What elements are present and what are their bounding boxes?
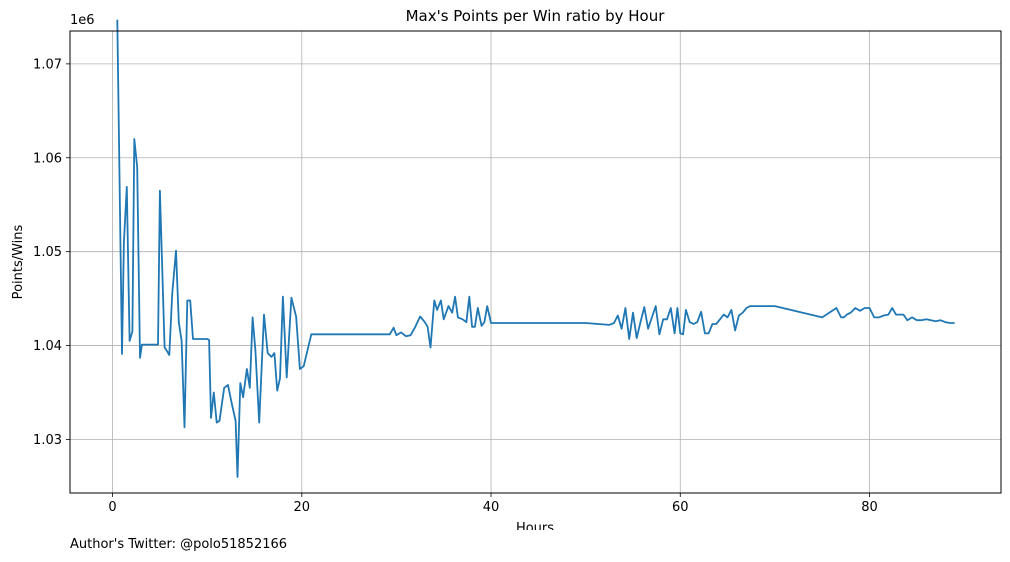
y-tick-label: 1.04 bbox=[33, 339, 62, 354]
y-tick-label: 1.07 bbox=[33, 57, 62, 72]
plot-frame bbox=[69, 30, 1002, 494]
x-tick-label: 20 bbox=[294, 500, 311, 515]
x-axis-label: Hours bbox=[516, 521, 554, 530]
y-offset-label: 1e6 bbox=[70, 13, 95, 28]
chart-title: Max's Points per Win ratio by Hour bbox=[406, 7, 666, 25]
y-axis-label: Points/Wins bbox=[11, 224, 26, 299]
x-tick-label: 0 bbox=[108, 500, 116, 515]
y-tick-label: 1.06 bbox=[33, 151, 62, 166]
y-tick-label: 1.05 bbox=[33, 245, 62, 260]
x-axis-ticks: 0 20 40 60 80 bbox=[108, 493, 878, 515]
x-tick-label: 40 bbox=[483, 500, 500, 515]
chart: Max's Points per Win ratio by Hour 1e6 0… bbox=[11, 7, 1002, 530]
x-tick-label: 60 bbox=[672, 500, 689, 515]
x-tick-label: 80 bbox=[861, 500, 878, 515]
y-tick-label: 1.03 bbox=[33, 433, 62, 448]
series-line bbox=[116, 19, 955, 478]
author-twitter-note: Author's Twitter: @polo51852166 bbox=[70, 537, 288, 552]
y-axis-ticks: 1.03 1.04 1.05 1.06 1.07 bbox=[33, 57, 70, 448]
grid bbox=[70, 31, 1001, 493]
